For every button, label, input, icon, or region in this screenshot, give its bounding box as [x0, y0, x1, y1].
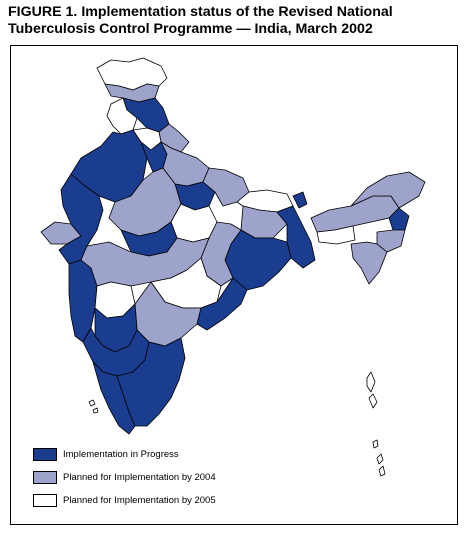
india-district-map: [40, 57, 426, 477]
region-nicobar-2: [376, 453, 384, 465]
figure-title-line-2: Tuberculosis Control Programme — India, …: [8, 21, 373, 37]
region-lakshadweep-1: [88, 399, 96, 407]
map-regions: [40, 57, 426, 477]
legend-label-2004: Planned for Implementation by 2004: [63, 472, 216, 483]
region-arunachal: [350, 171, 426, 209]
region-wb: [276, 205, 316, 269]
region-kashmir-south: [104, 83, 160, 103]
legend-label-in-progress: Implementation in Progress: [63, 449, 179, 460]
region-lakshadweep-2: [92, 407, 99, 414]
figure-title: FIGURE 1. Implementation status of the R…: [8, 4, 464, 38]
legend-label-2005: Planned for Implementation by 2005: [63, 495, 216, 506]
legend-swatch-in-progress: [33, 448, 57, 461]
region-andaman-1: [366, 371, 376, 393]
region-sikkim: [292, 191, 308, 209]
region-nicobar-3: [378, 465, 386, 477]
region-meghalaya: [316, 225, 356, 245]
region-nicobar-1: [372, 439, 379, 449]
region-andaman-2: [368, 393, 378, 409]
map-frame: Implementation in Progress Planned for I…: [10, 45, 458, 525]
legend-swatch-2005: [33, 494, 57, 507]
region-tamil-nadu: [116, 337, 186, 427]
region-nagaland: [388, 207, 410, 231]
region-mizoram-tripura: [350, 241, 388, 285]
legend-swatch-2004: [33, 471, 57, 484]
figure-title-line-1: FIGURE 1. Implementation status of the R…: [8, 4, 393, 20]
